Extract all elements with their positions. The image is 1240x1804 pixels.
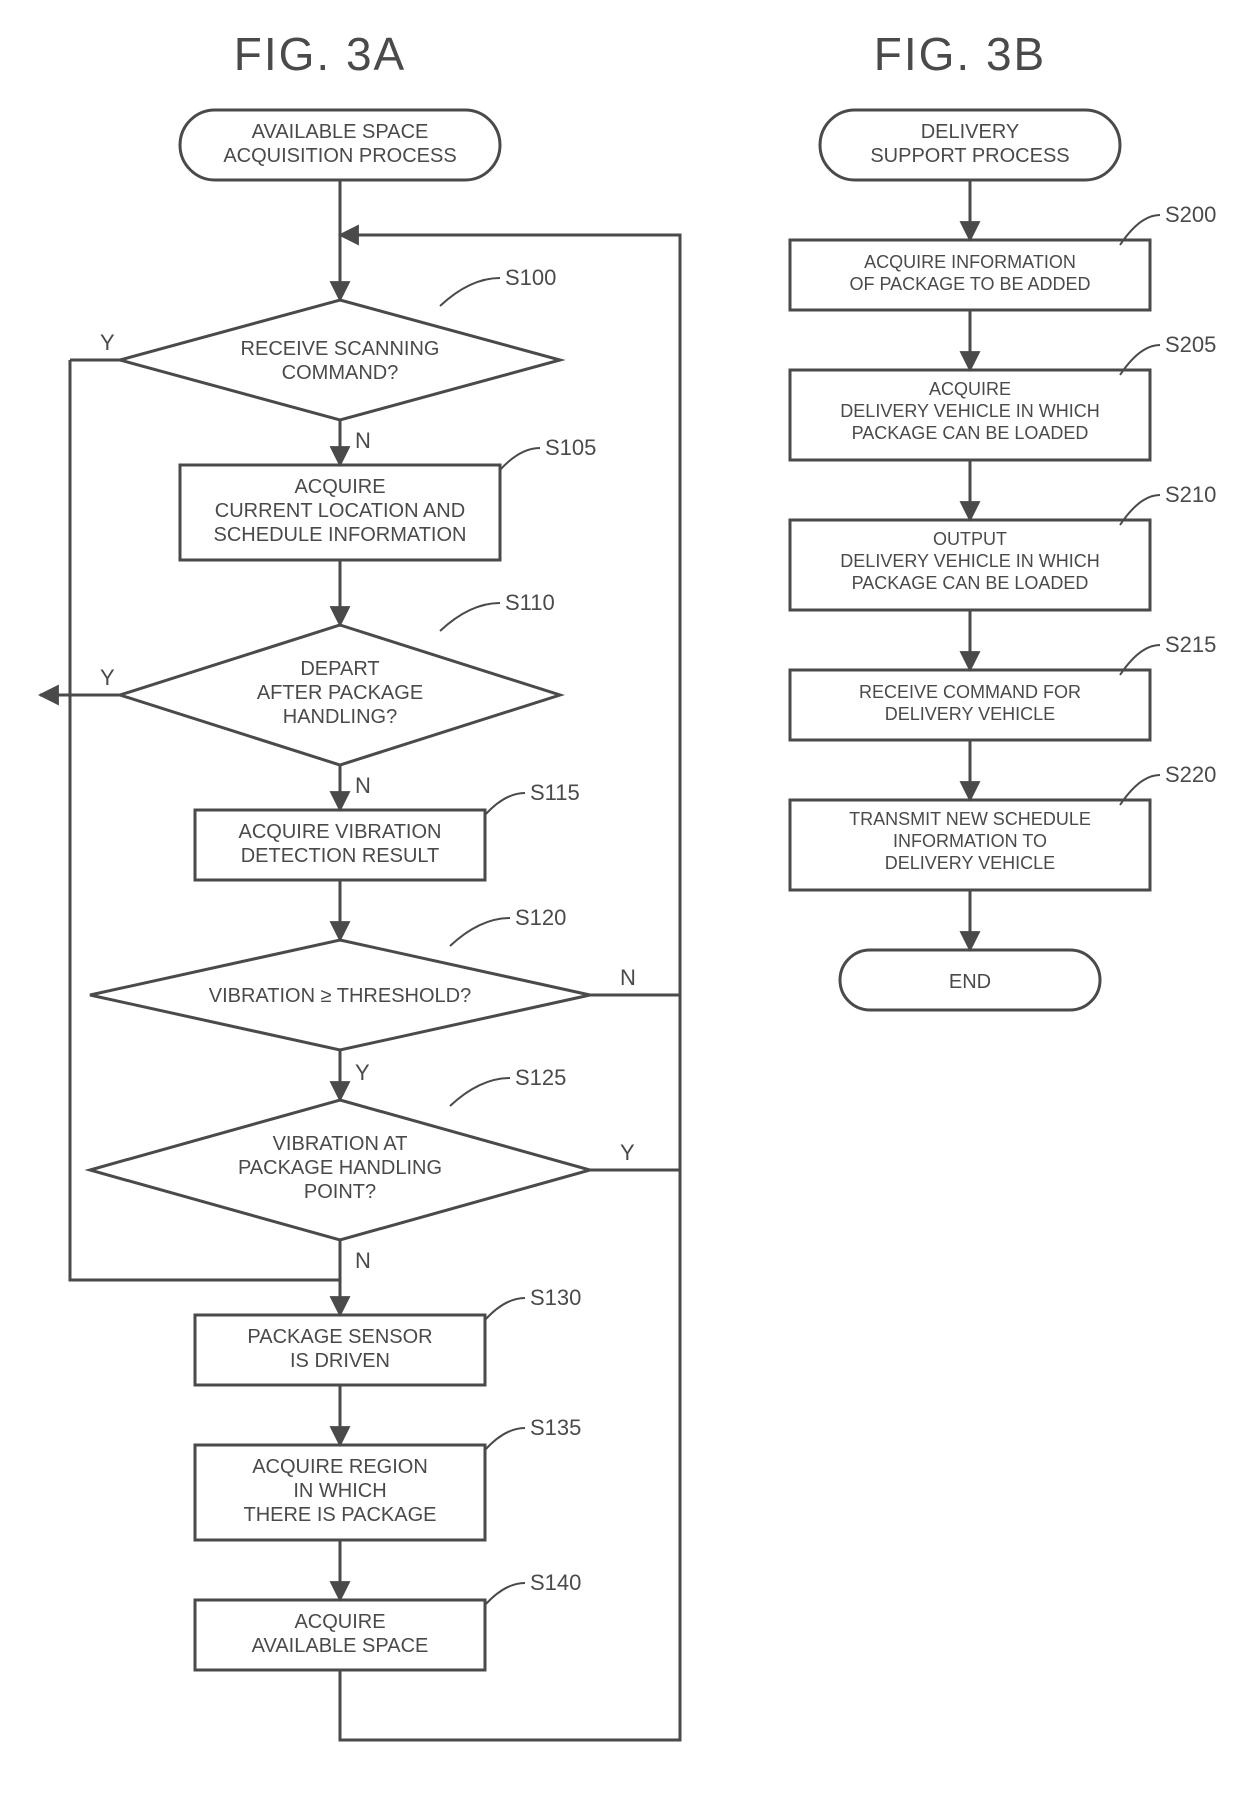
s135-step: S135	[530, 1415, 581, 1440]
s200-step: S200	[1165, 202, 1216, 227]
s125-yes: Y	[620, 1140, 635, 1165]
s120-yes: Y	[355, 1060, 370, 1085]
s125-no: N	[355, 1248, 371, 1273]
node-s205: ACQUIREDELIVERY VEHICLE IN WHICHPACKAGE …	[790, 332, 1216, 460]
s110-yes: Y	[100, 665, 115, 690]
s205-label: ACQUIREDELIVERY VEHICLE IN WHICHPACKAGE …	[840, 379, 1099, 443]
s100-no: N	[355, 428, 371, 453]
s105-step: S105	[545, 435, 596, 460]
s120-no: N	[620, 965, 636, 990]
node-start-3a: AVAILABLE SPACEACQUISITION PROCESS	[180, 110, 500, 180]
s130-step: S130	[530, 1285, 581, 1310]
flowchart-3a: AVAILABLE SPACEACQUISITION PROCESS RECEI…	[40, 110, 680, 1740]
s110-step: S110	[505, 590, 555, 615]
s115-step: S115	[530, 780, 580, 805]
s130-label: PACKAGE SENSORIS DRIVEN	[247, 1326, 432, 1372]
node-s115: ACQUIRE VIBRATIONDETECTION RESULT S115	[195, 780, 580, 880]
figure-title-right: FIG. 3B	[874, 28, 1046, 80]
start-label-3a: AVAILABLE SPACEACQUISITION PROCESS	[223, 121, 456, 167]
node-s130: PACKAGE SENSORIS DRIVEN S130	[195, 1285, 581, 1385]
s100-step: S100	[505, 265, 556, 290]
s135-label: ACQUIRE REGIONIN WHICHTHERE IS PACKAGE	[243, 1456, 436, 1526]
s120-step: S120	[515, 905, 566, 930]
node-s135: ACQUIRE REGIONIN WHICHTHERE IS PACKAGE S…	[195, 1415, 581, 1540]
node-s105: ACQUIRECURRENT LOCATION ANDSCHEDULE INFO…	[180, 435, 596, 560]
s205-step: S205	[1165, 332, 1216, 357]
s125-label: VIBRATION ATPACKAGE HANDLINGPOINT?	[238, 1133, 442, 1203]
flowchart-diagram: FIG. 3A FIG. 3B AVAILABLE SPACEACQUISITI…	[0, 0, 1240, 1804]
s140-label: ACQUIREAVAILABLE SPACE	[252, 1611, 429, 1657]
node-s210: OUTPUTDELIVERY VEHICLE IN WHICHPACKAGE C…	[790, 482, 1216, 610]
s220-label: TRANSMIT NEW SCHEDULEINFORMATION TODELIV…	[849, 809, 1091, 873]
s210-label: OUTPUTDELIVERY VEHICLE IN WHICHPACKAGE C…	[840, 529, 1099, 593]
s115-label: ACQUIRE VIBRATIONDETECTION RESULT	[239, 821, 442, 867]
s220-step: S220	[1165, 762, 1216, 787]
s215-label: RECEIVE COMMAND FORDELIVERY VEHICLE	[859, 682, 1081, 724]
figure-title-left: FIG. 3A	[234, 28, 406, 80]
s140-step: S140	[530, 1570, 581, 1595]
node-end-3b: END	[840, 950, 1100, 1010]
node-start-3b: DELIVERYSUPPORT PROCESS	[820, 110, 1120, 180]
s110-no: N	[355, 773, 371, 798]
end-label-3b: END	[949, 971, 991, 993]
s105-label: ACQUIRECURRENT LOCATION ANDSCHEDULE INFO…	[214, 476, 467, 546]
node-s220: TRANSMIT NEW SCHEDULEINFORMATION TODELIV…	[790, 762, 1216, 890]
node-s215: RECEIVE COMMAND FORDELIVERY VEHICLE S215	[790, 632, 1216, 740]
s110-label: DEPARTAFTER PACKAGEHANDLING?	[257, 658, 423, 728]
node-s140: ACQUIREAVAILABLE SPACE S140	[195, 1570, 581, 1670]
s200-label: ACQUIRE INFORMATIONOF PACKAGE TO BE ADDE…	[849, 252, 1090, 294]
s100-label: RECEIVE SCANNINGCOMMAND?	[241, 338, 440, 384]
s100-yes: Y	[100, 330, 115, 355]
s210-step: S210	[1165, 482, 1216, 507]
s215-step: S215	[1165, 632, 1216, 657]
start-label-3b: DELIVERYSUPPORT PROCESS	[870, 121, 1069, 167]
node-s200: ACQUIRE INFORMATIONOF PACKAGE TO BE ADDE…	[790, 202, 1216, 310]
s125-step: S125	[515, 1065, 566, 1090]
s120-label: VIBRATION ≥ THRESHOLD?	[209, 985, 472, 1007]
flowchart-3b: DELIVERYSUPPORT PROCESS ACQUIRE INFORMAT…	[790, 110, 1216, 1010]
